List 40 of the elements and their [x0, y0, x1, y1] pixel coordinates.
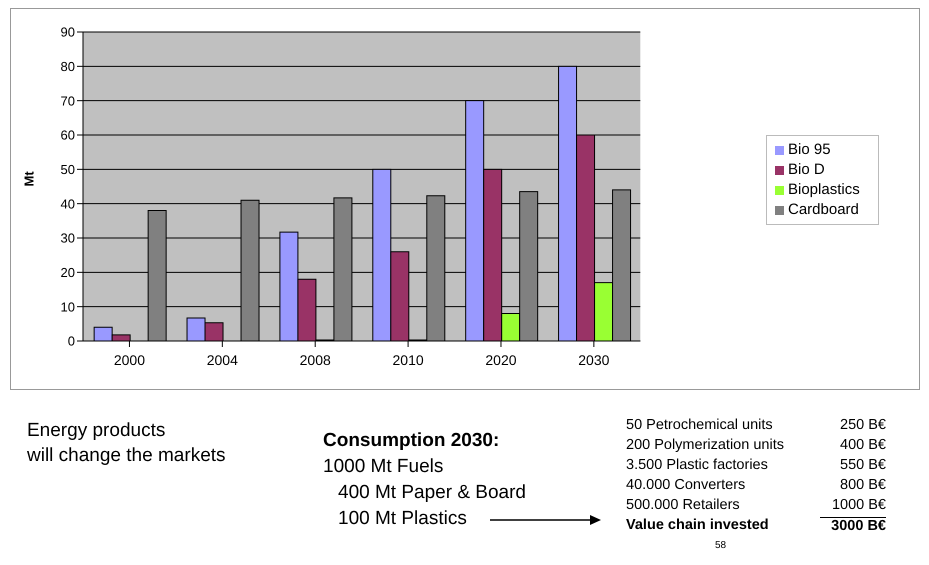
text: 50 Petrochemical units — [626, 417, 773, 433]
text: 40.000 Converters — [626, 477, 746, 493]
legend-label: Bio 95 — [788, 141, 831, 158]
y-tick-label: 10 — [60, 299, 75, 314]
x-tick-label: 2008 — [300, 352, 331, 368]
y-tick-label: 0 — [68, 334, 75, 349]
text: 400 Mt Paper & Board — [338, 482, 526, 504]
legend-label: Bioplastics — [788, 181, 860, 198]
text: 58 — [715, 540, 726, 551]
text: 3.500 Plastic factories — [626, 457, 768, 473]
x-tick-label: 2000 — [114, 352, 146, 368]
y-tick-label: 40 — [60, 196, 75, 212]
legend-label: Cardboard — [788, 201, 859, 218]
text: Energy products — [27, 420, 166, 442]
text: 800 B€ — [839, 477, 886, 493]
text: 100 Mt Plastics — [338, 508, 467, 530]
text: 1000 B€ — [830, 497, 886, 513]
y-tick-label: 60 — [60, 128, 75, 143]
text: 200 Polymerization units — [626, 437, 784, 453]
x-tick-label: 2010 — [392, 352, 424, 368]
text: 400 B€ — [839, 437, 886, 453]
x-tick-label: 2020 — [485, 352, 517, 368]
y-axis-title: Mt — [22, 170, 37, 186]
text: 1000 Mt Fuels — [323, 456, 444, 478]
x-tick-label: 2030 — [578, 352, 610, 368]
y-tick-label: 90 — [60, 24, 75, 40]
y-tick-label: 50 — [60, 162, 75, 177]
text: 3000 B€ — [820, 517, 886, 534]
text: 500.000 Retailers — [626, 497, 740, 513]
text: will change the markets — [27, 445, 226, 467]
y-tick-label: 20 — [60, 264, 75, 280]
text: 550 B€ — [839, 457, 886, 473]
y-tick-label: 70 — [60, 93, 75, 108]
y-tick-label: 30 — [60, 230, 75, 246]
text: 250 B€ — [839, 417, 886, 433]
text: Consumption 2030: — [323, 430, 500, 452]
y-tick-label: 80 — [60, 58, 75, 74]
legend-label: Bio D — [788, 161, 825, 178]
text: Value chain invested — [626, 517, 769, 533]
x-tick-label: 2004 — [206, 352, 238, 368]
